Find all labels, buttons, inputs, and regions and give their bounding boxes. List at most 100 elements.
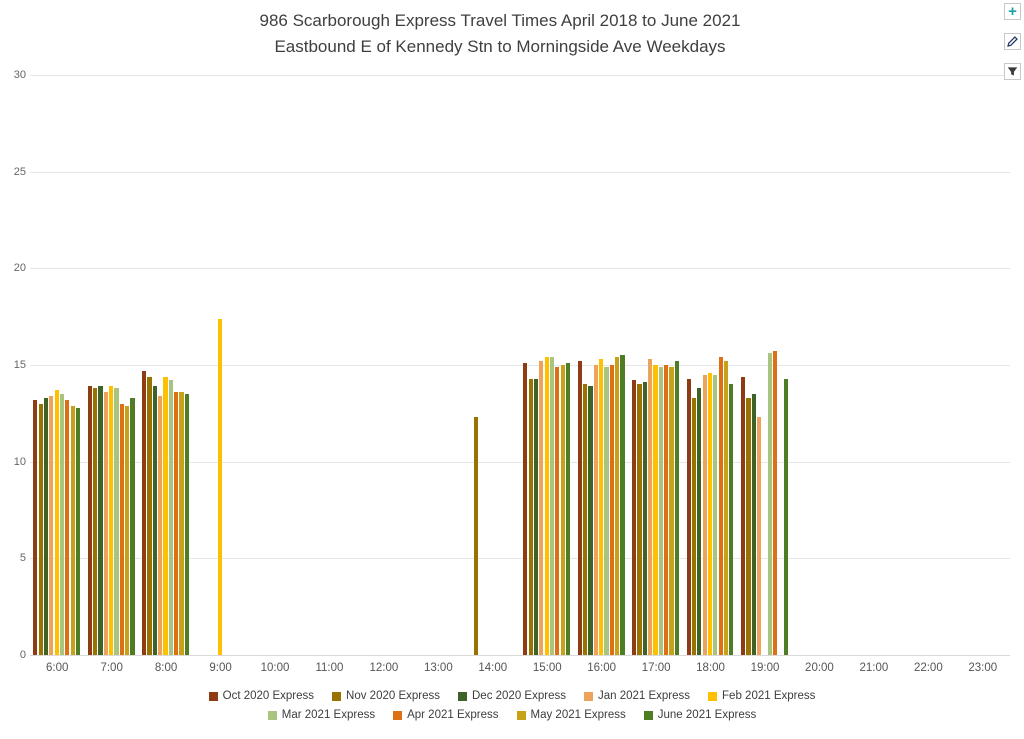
bar-6:00-oct-2020-express[interactable]: [33, 399, 38, 655]
bar-15:00-mar-2021-express[interactable]: [549, 357, 555, 655]
legend-label: Apr 2021 Express: [407, 709, 499, 721]
bar-15:00-apr-2021-express[interactable]: [555, 366, 560, 655]
bar-6:00-apr-2021-express[interactable]: [65, 399, 70, 655]
bar-15:00-june-2021-express[interactable]: [565, 363, 571, 655]
bar-6:00-may-2021-express[interactable]: [70, 405, 75, 655]
bar-16:00-jan-2021-express[interactable]: [593, 365, 598, 655]
bar-16:00-feb-2021-express[interactable]: [599, 359, 604, 655]
gridline-y-25: [30, 171, 1010, 173]
bar-18:00-mar-2021-express[interactable]: [713, 374, 718, 655]
bar-8:00-feb-2021-express[interactable]: [163, 376, 168, 655]
y-axis: 0 5 10 15 20 25 30: [0, 69, 26, 661]
filter-button[interactable]: [1004, 63, 1021, 80]
x-tick-label: 12:00: [369, 662, 399, 674]
y-tick-label: 5: [19, 552, 26, 565]
bar-7:00-june-2021-express[interactable]: [130, 397, 135, 655]
bar-18:00-jan-2021-express[interactable]: [702, 374, 707, 655]
x-tick-label: 20:00: [805, 662, 834, 674]
bar-18:00-nov-2020-express[interactable]: [691, 397, 697, 655]
bar-19:00-apr-2021-express[interactable]: [773, 351, 778, 655]
bar-16:00-apr-2021-express[interactable]: [609, 365, 614, 655]
bar-8:00-oct-2020-express[interactable]: [142, 370, 147, 655]
bar-16:00-nov-2020-express[interactable]: [583, 384, 588, 655]
gridline-y-5: [30, 558, 1010, 560]
legend-item-dec-2020-express[interactable]: Dec 2020 Express: [458, 690, 566, 702]
bar-15:00-dec-2020-express[interactable]: [533, 378, 539, 655]
legend-item-june-2021-express[interactable]: June 2021 Express: [643, 709, 757, 721]
bar-19:00-mar-2021-express[interactable]: [767, 353, 772, 655]
legend-swatch: [267, 710, 277, 720]
edit-button[interactable]: [1004, 33, 1021, 50]
bar-19:00-nov-2020-express[interactable]: [746, 397, 751, 655]
bar-18:00-may-2021-express[interactable]: [723, 361, 729, 655]
bar-17:00-june-2021-express[interactable]: [674, 361, 679, 655]
bar-19:00-jan-2021-express[interactable]: [757, 417, 762, 655]
bar-7:00-oct-2020-express[interactable]: [87, 386, 92, 655]
bar-14:00-nov-2020-express[interactable]: [474, 417, 479, 655]
bar-7:00-mar-2021-express[interactable]: [114, 388, 119, 655]
filter-icon: [1007, 67, 1018, 76]
bar-19:00-oct-2020-express[interactable]: [741, 376, 746, 655]
legend-swatch: [208, 691, 218, 701]
bar-7:00-dec-2020-express[interactable]: [98, 386, 103, 655]
bar-6:00-nov-2020-express[interactable]: [38, 403, 43, 655]
bar-8:00-mar-2021-express[interactable]: [168, 380, 173, 655]
bar-18:00-feb-2021-express[interactable]: [707, 372, 713, 655]
legend-item-apr-2021-express[interactable]: Apr 2021 Express: [393, 709, 499, 721]
bar-8:00-jan-2021-express[interactable]: [158, 395, 163, 655]
bar-17:00-jan-2021-express[interactable]: [648, 359, 653, 655]
bar-9:00-feb-2021-express[interactable]: [217, 318, 223, 655]
bar-17:00-mar-2021-express[interactable]: [658, 366, 663, 655]
bar-15:00-jan-2021-express[interactable]: [539, 361, 544, 655]
bar-17:00-feb-2021-express[interactable]: [653, 365, 658, 655]
legend-item-oct-2020-express[interactable]: Oct 2020 Express: [208, 690, 314, 702]
bar-15:00-oct-2020-express[interactable]: [523, 363, 528, 655]
bar-18:00-oct-2020-express[interactable]: [686, 378, 691, 655]
bar-6:00-june-2021-express[interactable]: [75, 407, 81, 655]
bar-8:00-may-2021-express[interactable]: [179, 392, 184, 655]
legend-item-feb-2021-express[interactable]: Feb 2021 Express: [708, 690, 815, 702]
bar-18:00-dec-2020-express[interactable]: [697, 388, 702, 655]
bar-7:00-nov-2020-express[interactable]: [93, 388, 98, 655]
bar-6:00-jan-2021-express[interactable]: [49, 395, 54, 655]
legend-item-jan-2021-express[interactable]: Jan 2021 Express: [583, 690, 690, 702]
legend-label: Nov 2020 Express: [346, 690, 440, 702]
bar-16:00-dec-2020-express[interactable]: [588, 386, 593, 655]
bar-7:00-apr-2021-express[interactable]: [119, 403, 124, 655]
bar-19:00-june-2021-express[interactable]: [783, 378, 788, 655]
bar-6:00-mar-2021-express[interactable]: [59, 394, 65, 655]
x-tick-label: 6:00: [46, 662, 69, 674]
bar-16:00-mar-2021-express[interactable]: [604, 366, 609, 655]
bar-17:00-oct-2020-express[interactable]: [632, 380, 637, 655]
x-tick-label: 21:00: [859, 662, 889, 674]
bar-16:00-oct-2020-express[interactable]: [577, 361, 582, 655]
bar-17:00-nov-2020-express[interactable]: [637, 384, 642, 655]
bar-6:00-feb-2021-express[interactable]: [54, 390, 59, 655]
legend-label: June 2021 Express: [657, 709, 757, 721]
legend-item-may-2021-express[interactable]: May 2021 Express: [516, 709, 626, 721]
legend-item-nov-2020-express[interactable]: Nov 2020 Express: [332, 690, 440, 702]
add-button[interactable]: +: [1004, 3, 1021, 20]
bar-15:00-nov-2020-express[interactable]: [528, 378, 533, 655]
bar-8:00-apr-2021-express[interactable]: [174, 392, 179, 655]
bar-17:00-apr-2021-express[interactable]: [664, 365, 669, 655]
bar-17:00-may-2021-express[interactable]: [669, 366, 674, 655]
bar-7:00-feb-2021-express[interactable]: [109, 386, 114, 655]
bar-15:00-feb-2021-express[interactable]: [544, 357, 549, 655]
bar-15:00-may-2021-express[interactable]: [560, 365, 565, 655]
bar-7:00-may-2021-express[interactable]: [125, 405, 130, 655]
y-tick-label: 20: [13, 262, 26, 275]
bar-18:00-june-2021-express[interactable]: [729, 384, 734, 655]
bar-18:00-apr-2021-express[interactable]: [718, 357, 723, 655]
bar-19:00-dec-2020-express[interactable]: [751, 394, 756, 655]
bar-8:00-nov-2020-express[interactable]: [147, 376, 152, 655]
bar-17:00-dec-2020-express[interactable]: [642, 382, 647, 655]
legend-item-mar-2021-express[interactable]: Mar 2021 Express: [267, 709, 375, 721]
bar-7:00-jan-2021-express[interactable]: [103, 392, 108, 655]
bar-16:00-june-2021-express[interactable]: [620, 355, 625, 655]
bar-6:00-dec-2020-express[interactable]: [43, 397, 49, 655]
legend-row: Oct 2020 Express Nov 2020 Express Dec 2020…: [208, 690, 815, 702]
bar-16:00-may-2021-express[interactable]: [615, 357, 620, 655]
bar-8:00-dec-2020-express[interactable]: [152, 386, 157, 655]
bar-8:00-june-2021-express[interactable]: [184, 394, 189, 655]
